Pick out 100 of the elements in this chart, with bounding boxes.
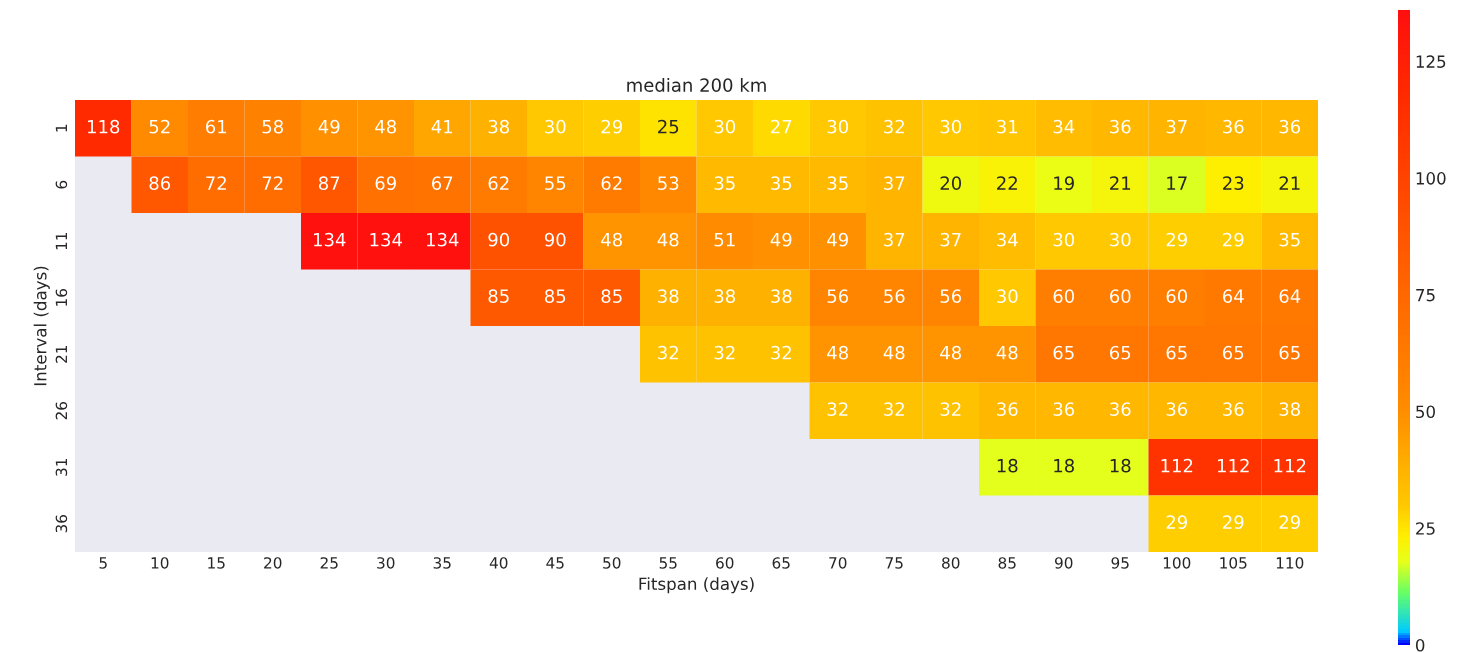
color-bar-label: 125 <box>1416 55 1446 68</box>
data-label: 34 <box>1053 119 1075 134</box>
data-label: 32 <box>658 345 678 360</box>
data-label: 30 <box>714 119 736 134</box>
data-label: 35 <box>714 176 735 190</box>
data-label: 41 <box>431 120 453 134</box>
data-label: 134 <box>314 232 346 247</box>
data-label: 36 <box>1166 402 1188 416</box>
data-label: 87 <box>318 176 340 190</box>
data-label: 55 <box>545 176 566 190</box>
data-label: 48 <box>827 345 848 360</box>
data-label: 48 <box>940 345 961 360</box>
x-tick-label: 35 <box>433 557 451 569</box>
y-tick-label: 6 <box>55 180 68 189</box>
data-label: 112 <box>1161 458 1193 473</box>
data-label: 36 <box>1223 119 1244 134</box>
data-label: 36 <box>1110 402 1131 416</box>
data-label: 48 <box>375 119 396 134</box>
data-label: 29 <box>601 119 622 134</box>
data-label: 36 <box>1279 119 1301 134</box>
color-bar-label: 75 <box>1416 289 1435 302</box>
data-label: 32 <box>940 402 961 416</box>
data-label: 86 <box>149 176 171 190</box>
x-tick-label: 25 <box>320 557 338 569</box>
data-label: 32 <box>884 402 904 416</box>
data-label: 36 <box>997 402 1018 416</box>
data-label: 62 <box>488 176 509 190</box>
data-label: 64 <box>1279 289 1301 303</box>
data-label: 48 <box>601 232 622 247</box>
data-label: 25 <box>658 119 679 134</box>
data-label: 49 <box>770 232 792 247</box>
x-tick-label: 90 <box>1054 557 1073 569</box>
x-tick-label: 50 <box>603 557 621 569</box>
data-label: 21 <box>1110 176 1131 190</box>
chart-title: median 200 km <box>627 77 766 92</box>
data-label: 21 <box>1279 176 1300 190</box>
x-tick-label: 80 <box>942 557 960 569</box>
data-label: 37 <box>940 232 961 247</box>
data-label: 56 <box>884 289 905 303</box>
y-tick-label: 1 <box>55 124 67 132</box>
data-label: 32 <box>771 345 791 360</box>
data-label: 38 <box>771 289 792 303</box>
x-tick-label: 75 <box>885 557 903 569</box>
data-label: 72 <box>206 176 226 190</box>
y-tick-label: 21 <box>55 345 67 363</box>
data-label: 35 <box>1279 232 1300 247</box>
data-label: 61 <box>206 119 227 134</box>
data-label: 118 <box>88 119 120 134</box>
x-tick-label: 45 <box>546 557 564 569</box>
data-label: 85 <box>488 289 509 303</box>
data-label: 65 <box>1110 345 1131 360</box>
color-bar-label: 50 <box>1416 405 1435 419</box>
data-label: 30 <box>940 119 962 134</box>
y-tick-label: 11 <box>55 232 67 250</box>
data-label: 30 <box>997 289 1018 303</box>
y-tick-label: 16 <box>55 288 68 306</box>
data-label: 49 <box>827 232 848 247</box>
data-label: 36 <box>1053 402 1075 416</box>
x-tick-label: 15 <box>208 557 225 569</box>
data-label: 48 <box>883 345 905 360</box>
data-label: 37 <box>884 232 905 247</box>
data-label: 90 <box>488 232 510 247</box>
y-tick-label: 26 <box>55 401 68 420</box>
data-label: 35 <box>827 176 848 190</box>
x-tick-label: 5 <box>99 557 107 569</box>
data-label: 38 <box>714 289 735 303</box>
data-label: 65 <box>1166 345 1187 360</box>
data-label: 38 <box>658 289 679 303</box>
data-label: 17 <box>1167 176 1187 190</box>
data-label: 29 <box>1166 232 1187 247</box>
data-label: 64 <box>1223 289 1244 303</box>
data-label: 29 <box>1166 515 1187 529</box>
data-label: 18 <box>997 458 1018 473</box>
x-tick-label: 55 <box>659 557 677 569</box>
x-tick-label: 30 <box>377 557 395 569</box>
data-label: 85 <box>544 289 566 303</box>
x-tick-label: 65 <box>772 557 790 569</box>
x-tick-label: 110 <box>1276 557 1304 569</box>
data-label: 56 <box>940 289 962 303</box>
data-label: 38 <box>488 119 509 134</box>
data-label: 62 <box>601 176 622 190</box>
data-label: 18 <box>1054 458 1074 473</box>
data-label: 32 <box>827 402 848 416</box>
data-label: 67 <box>432 176 453 190</box>
data-label: 49 <box>318 119 340 134</box>
data-label: 23 <box>1223 176 1244 190</box>
data-label: 52 <box>149 119 170 134</box>
data-label: 32 <box>884 119 904 134</box>
data-label: 36 <box>1223 402 1244 416</box>
data-label: 53 <box>658 176 679 190</box>
data-label: 112 <box>1218 458 1249 473</box>
color-bar-label: 100 <box>1416 172 1446 185</box>
y-axis-title: Interval (days) <box>33 266 50 386</box>
data-label: 19 <box>1054 176 1074 190</box>
x-tick-label: 10 <box>151 557 169 569</box>
data-label: 51 <box>714 233 735 247</box>
data-label: 65 <box>1053 345 1074 360</box>
data-label: 37 <box>884 176 905 190</box>
data-label: 60 <box>1053 289 1075 303</box>
data-label: 35 <box>771 176 792 190</box>
